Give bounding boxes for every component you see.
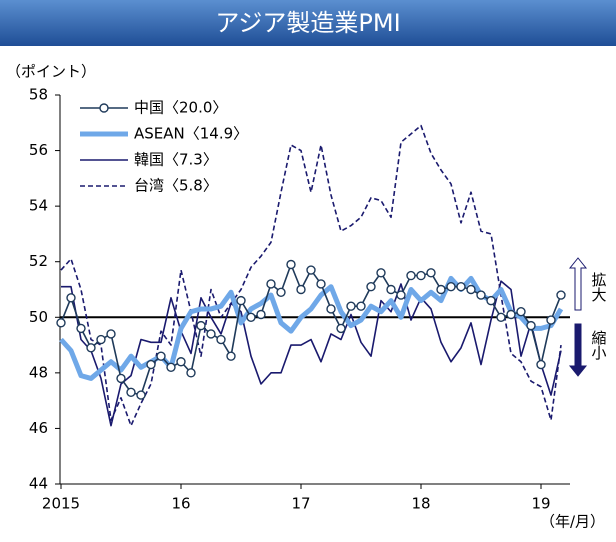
y-tick-label: 50 xyxy=(29,308,48,326)
series-marker xyxy=(386,284,396,295)
series-marker xyxy=(266,279,276,289)
y-tick-label: 44 xyxy=(29,475,48,493)
series-line xyxy=(59,275,564,381)
series-marker xyxy=(486,295,496,306)
series-marker xyxy=(426,268,436,278)
series-marker xyxy=(536,359,546,370)
series-marker xyxy=(326,304,336,314)
series-marker xyxy=(86,343,96,353)
series-marker xyxy=(156,351,166,361)
legend-marker xyxy=(99,103,109,113)
series-marker xyxy=(446,282,456,292)
series-marker xyxy=(506,309,516,320)
y-tick-label: 52 xyxy=(29,252,48,270)
x-tick-label: 17 xyxy=(291,495,310,513)
series-marker xyxy=(336,323,346,334)
series-marker xyxy=(496,312,506,322)
down-arrow xyxy=(568,323,588,377)
series-marker xyxy=(356,301,366,311)
series-marker xyxy=(206,329,216,339)
legend-label: ASEAN〈14.9〉 xyxy=(134,125,248,143)
series-marker xyxy=(196,320,206,331)
series-marker xyxy=(526,320,536,331)
series-marker xyxy=(66,293,76,303)
expansion-label: 拡大 xyxy=(590,272,608,302)
x-tick-label: 16 xyxy=(171,495,190,513)
contraction-label: 縮小 xyxy=(590,330,608,361)
series-marker xyxy=(516,307,526,317)
series-marker xyxy=(106,329,116,339)
series-marker xyxy=(56,318,66,328)
x-tick-label: 18 xyxy=(411,495,430,513)
series-marker xyxy=(166,362,176,372)
legend-label: 韓国〈7.3〉 xyxy=(134,151,218,169)
series-marker xyxy=(316,279,326,289)
x-tick-label: 2015 xyxy=(42,495,80,513)
series-marker xyxy=(136,390,146,400)
series-marker xyxy=(186,368,196,378)
series-marker xyxy=(146,359,156,370)
legend-label: 中国〈20.0〉 xyxy=(134,99,227,117)
series-marker xyxy=(116,373,126,384)
y-tick-label: 54 xyxy=(29,197,48,215)
series-marker xyxy=(306,265,316,275)
chart-title: アジア製造業PMI xyxy=(215,9,400,37)
series-marker xyxy=(96,334,106,345)
series-marker xyxy=(296,284,306,295)
series-marker xyxy=(236,295,246,306)
series-marker xyxy=(456,282,466,292)
y-axis-label: （ポイント） xyxy=(6,63,96,81)
series-line xyxy=(60,263,562,396)
x-tick-label: 19 xyxy=(531,495,550,513)
title-banner xyxy=(0,0,616,46)
y-tick-label: 48 xyxy=(29,363,48,381)
series-marker xyxy=(286,259,296,270)
up-arrow xyxy=(568,257,588,311)
series-marker xyxy=(376,268,386,278)
series-marker xyxy=(466,284,476,295)
series-marker xyxy=(476,290,486,300)
series-line xyxy=(61,280,562,427)
series-marker xyxy=(416,270,426,281)
x-axis-label: （年/月） xyxy=(540,513,605,531)
series-marker xyxy=(226,351,236,361)
series-marker xyxy=(176,357,186,367)
y-tick-label: 56 xyxy=(29,141,48,159)
series-marker xyxy=(276,287,286,297)
series-marker xyxy=(546,315,556,325)
series-marker xyxy=(396,290,406,300)
series-marker xyxy=(436,284,446,295)
series-marker xyxy=(406,270,416,281)
series-marker xyxy=(346,301,356,311)
series-marker xyxy=(126,387,136,398)
series-marker xyxy=(216,334,226,345)
legend-label: 台湾〈5.8〉 xyxy=(134,177,218,195)
legend-box xyxy=(70,96,270,214)
series-marker xyxy=(256,309,266,320)
series-marker xyxy=(556,290,566,300)
series-marker xyxy=(246,312,256,322)
series-marker xyxy=(76,323,86,334)
y-tick-label: 58 xyxy=(29,86,48,104)
y-tick-label: 46 xyxy=(29,419,48,437)
series-marker xyxy=(366,282,376,292)
